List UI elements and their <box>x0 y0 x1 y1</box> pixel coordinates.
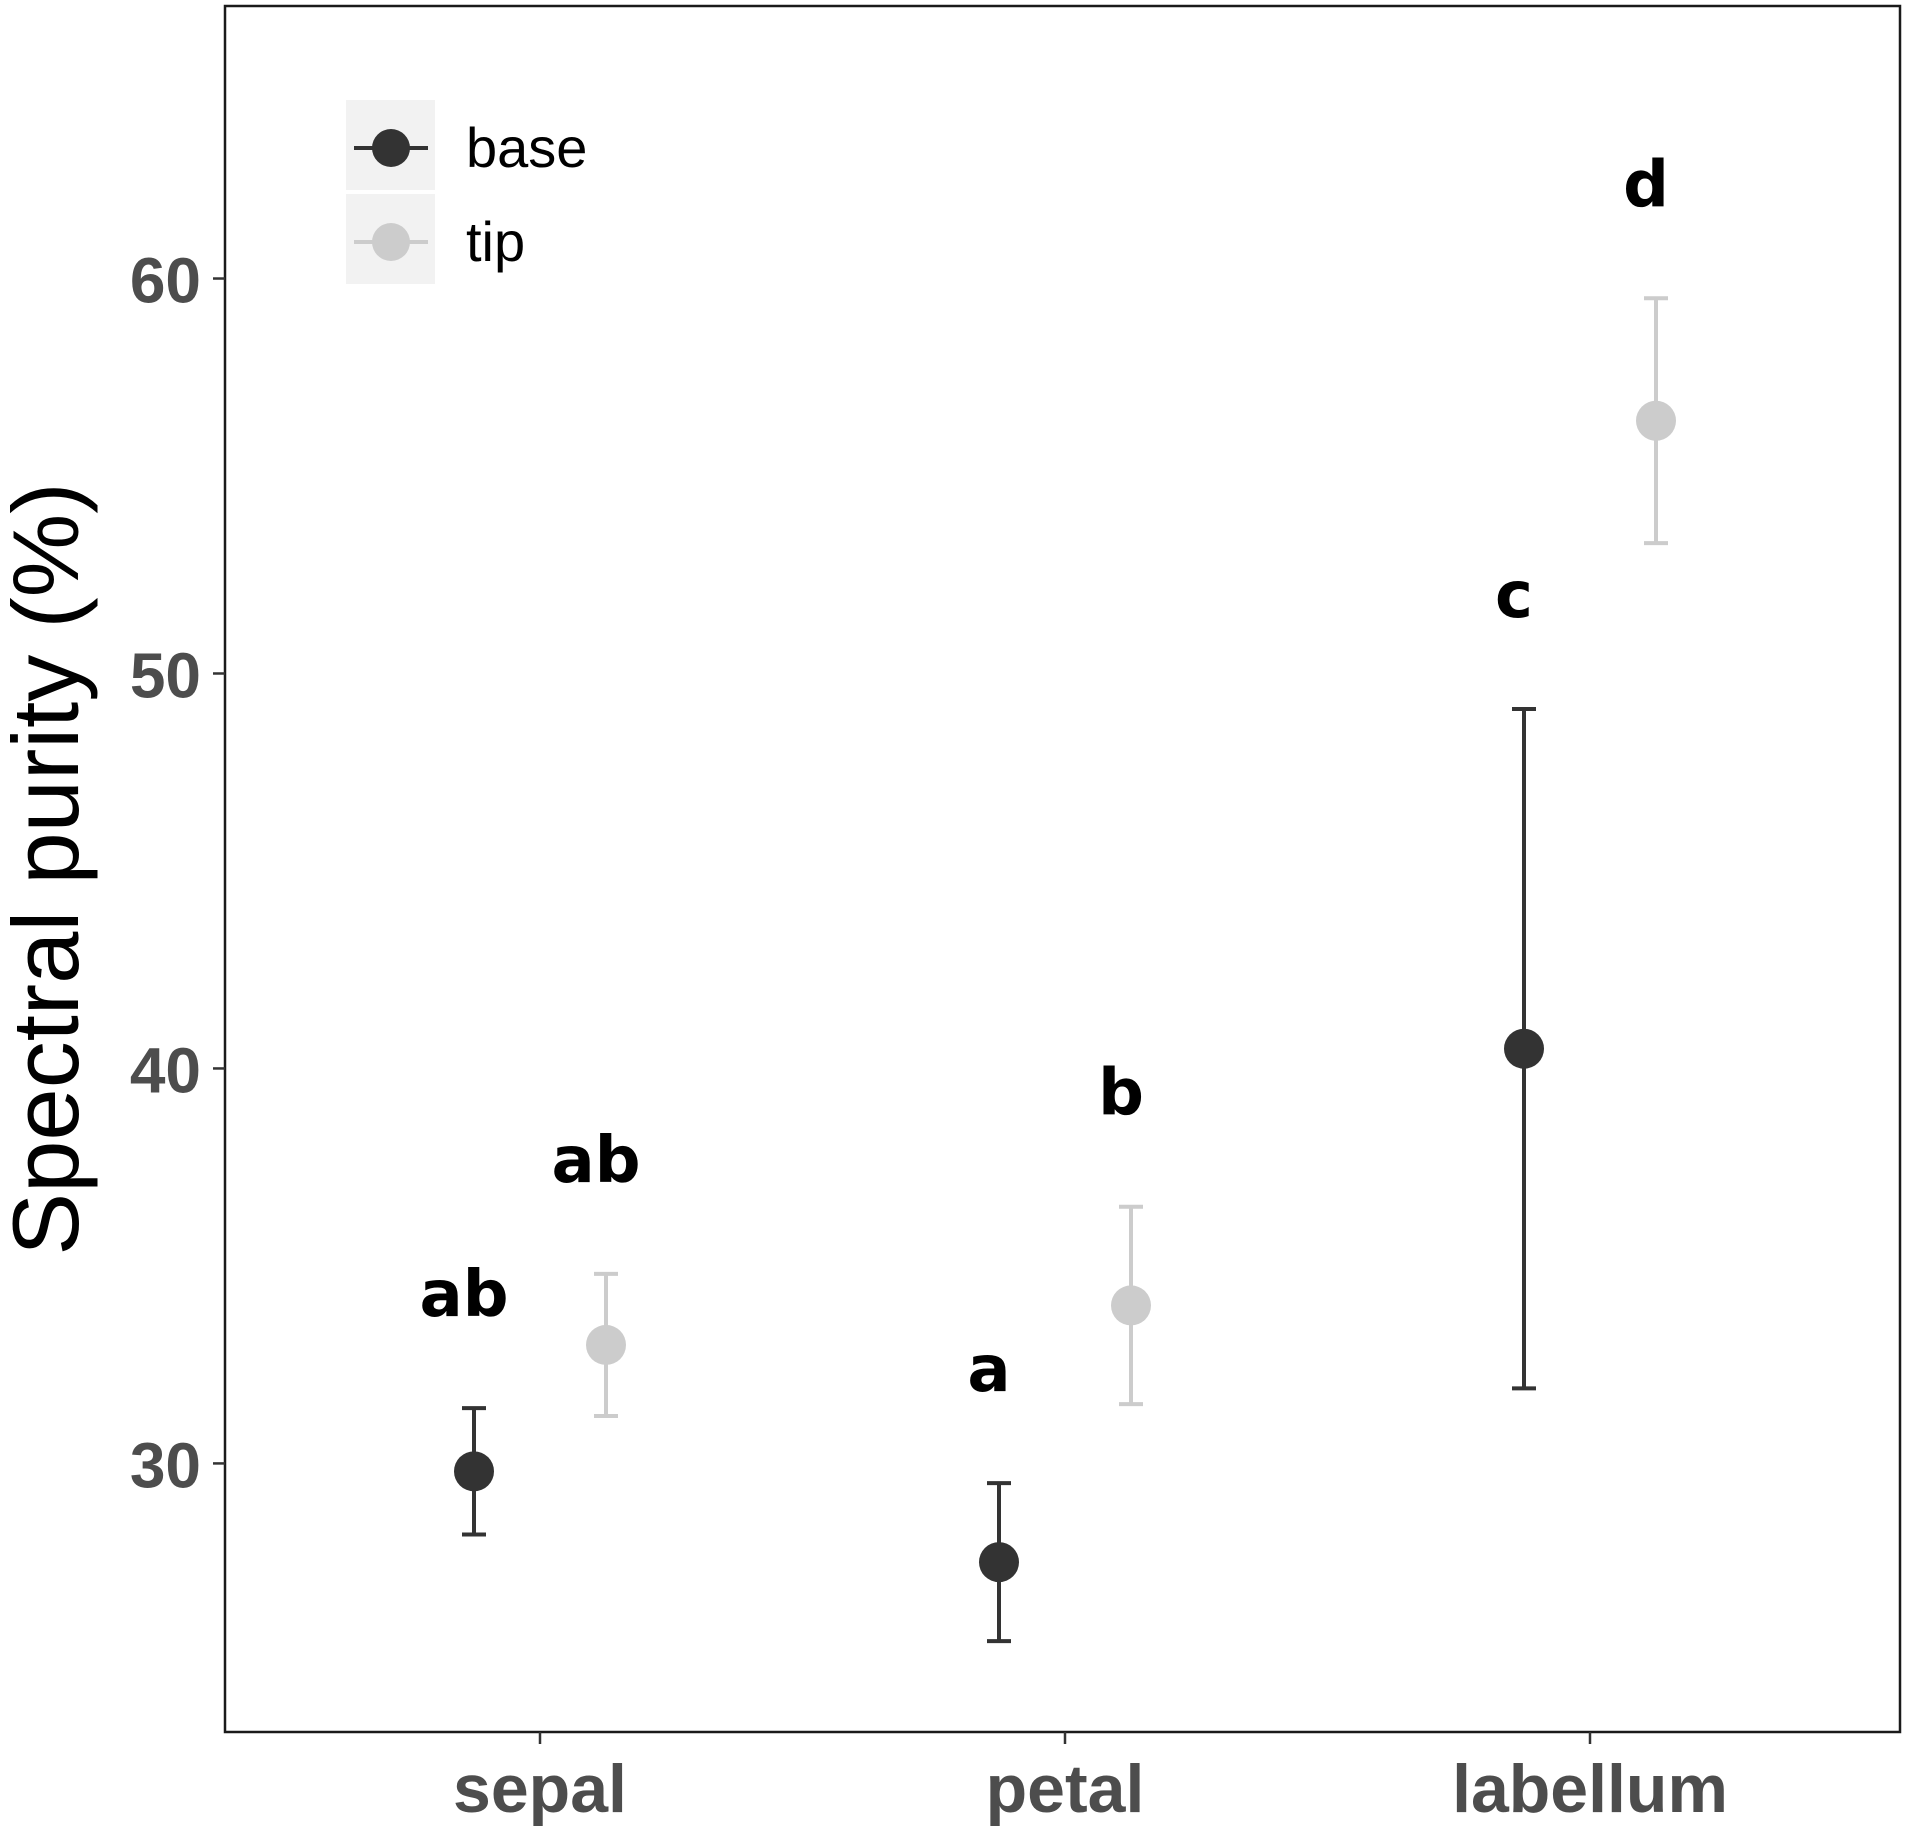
legend-key-marker <box>372 129 410 167</box>
significance-letter: d <box>1623 148 1669 222</box>
data-point-tip-sepal <box>586 1324 626 1365</box>
legend-label-base: base <box>466 116 587 179</box>
significance-letter: b <box>1098 1057 1144 1131</box>
legend-key-marker <box>372 223 410 261</box>
significance-letter: a <box>967 1333 1010 1407</box>
plot-panel-border <box>223 4 1902 1734</box>
data-point-tip-petal <box>1111 1285 1151 1326</box>
legend: base tip <box>346 100 587 284</box>
x-tick-label-petal: petal <box>986 1751 1145 1827</box>
plot-panel <box>223 4 1902 1734</box>
x-tick-label-sepal: sepal <box>453 1751 627 1827</box>
x-tick-label-labellum: labellum <box>1452 1751 1728 1827</box>
y-tick-label: 30 <box>130 1429 201 1501</box>
y-axis-title: Spectral purity (%) <box>0 482 98 1255</box>
significance-letter: ab <box>420 1258 509 1332</box>
data-point-base-petal <box>979 1542 1019 1583</box>
axes: 30 40 50 60 sepal petal labellum <box>130 245 1728 1827</box>
data-point-base-labellum <box>1504 1028 1544 1069</box>
data-point-tip-labellum <box>1636 400 1676 441</box>
significance-letter: ab <box>552 1124 641 1198</box>
significance-letters: ab a c ab b d <box>420 148 1669 1407</box>
legend-item-tip: tip <box>346 194 525 284</box>
series-tip <box>586 296 1676 1419</box>
y-tick-label: 50 <box>130 639 201 711</box>
legend-item-base: base <box>346 100 587 190</box>
series-base <box>454 707 1544 1644</box>
data-point-base-sepal <box>454 1451 494 1492</box>
series <box>454 296 1676 1644</box>
y-tick-label: 60 <box>130 245 201 317</box>
y-tick-label: 40 <box>130 1034 201 1106</box>
significance-letter: c <box>1495 559 1533 633</box>
legend-label-tip: tip <box>466 210 525 273</box>
